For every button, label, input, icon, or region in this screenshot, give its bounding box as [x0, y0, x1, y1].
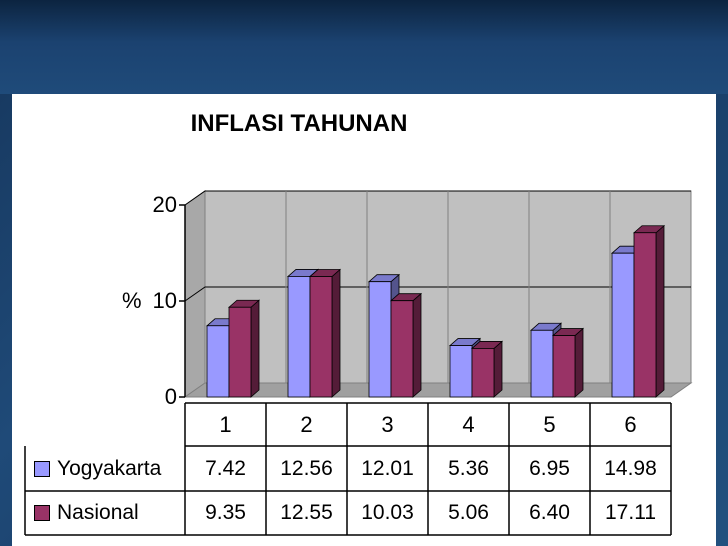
bar-nasional-4 — [471, 348, 495, 398]
legend-swatch-yogyakarta — [34, 461, 50, 477]
y-tick-label: 0 — [164, 384, 177, 409]
x-tick-label: 1 — [219, 412, 232, 437]
y-tick-label: 10 — [152, 288, 177, 313]
data-label: 12.01 — [361, 457, 414, 480]
bar-side — [412, 292, 422, 398]
data-label: 5.06 — [448, 501, 489, 524]
bar-side — [250, 299, 260, 398]
bar-yogyakarta-6 — [611, 252, 635, 398]
bar-side — [331, 268, 341, 398]
chart-title: INFLASI TAHUNAN — [190, 110, 408, 137]
data-label: 12.55 — [280, 501, 333, 524]
bar-nasional-6 — [633, 232, 657, 398]
data-label: 6.95 — [529, 457, 570, 480]
data-label: 17.11 — [605, 501, 656, 524]
data-label: 10.03 — [361, 501, 414, 524]
y-axis-label: % — [122, 288, 142, 313]
legend-label-nasional: Nasional — [57, 501, 139, 524]
bar-side — [493, 340, 503, 398]
y-tick-label: 20 — [152, 192, 177, 217]
bar-yogyakarta-2 — [287, 276, 311, 398]
data-label: 14.98 — [604, 457, 657, 480]
bar-nasional-2 — [309, 276, 333, 398]
data-label: 7.42 — [205, 457, 246, 480]
bar-yogyakarta-4 — [449, 345, 473, 398]
x-tick-label: 2 — [300, 412, 313, 437]
legend-swatch-nasional — [34, 505, 50, 521]
x-tick-label: 6 — [624, 412, 637, 437]
bar-nasional-1 — [228, 306, 252, 398]
x-tick-label: 4 — [462, 412, 475, 437]
bar-side — [655, 224, 665, 398]
data-label: 12.56 — [280, 457, 333, 480]
data-label: 9.35 — [205, 501, 246, 524]
legend-label-yogyakarta: Yogyakarta — [57, 457, 162, 480]
slide-top-band — [0, 0, 728, 94]
bar-nasional-3 — [390, 300, 414, 398]
bar-yogyakarta-1 — [206, 325, 230, 398]
bar-yogyakarta-5 — [530, 329, 554, 398]
x-tick-label: 5 — [543, 412, 556, 437]
bar-yogyakarta-3 — [368, 281, 392, 398]
x-tick-label: 3 — [381, 412, 394, 437]
bar-side — [574, 327, 584, 398]
data-label: 6.40 — [529, 501, 570, 524]
data-label: 5.36 — [448, 457, 489, 480]
bar-nasional-5 — [552, 335, 576, 398]
